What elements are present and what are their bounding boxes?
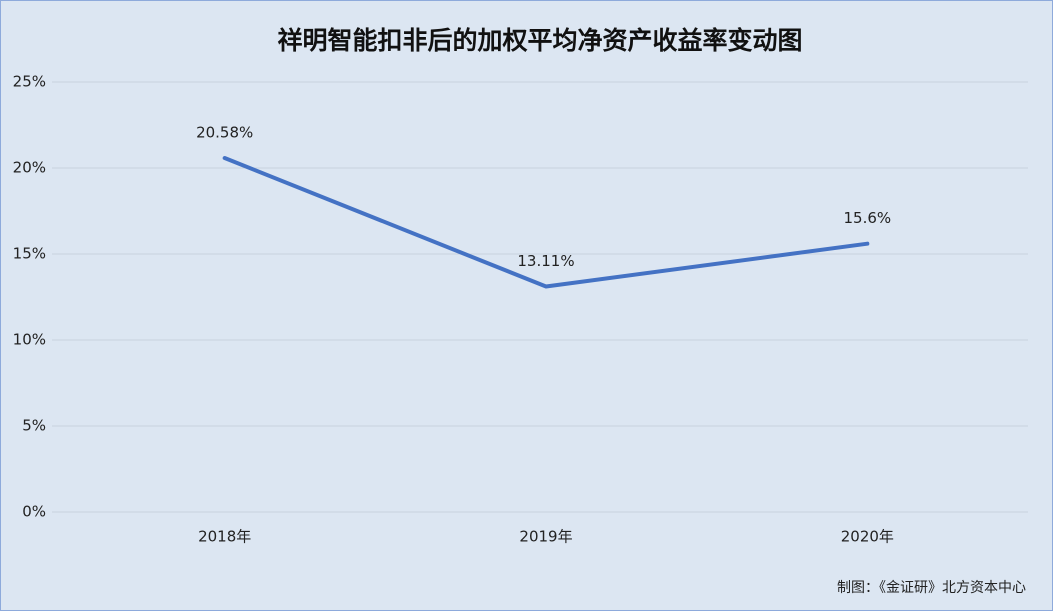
x-tick-label: 2018年 — [198, 528, 251, 546]
y-tick-label: 20% — [13, 159, 46, 177]
y-tick-label: 0% — [22, 503, 46, 521]
y-tick-label: 10% — [13, 331, 46, 349]
x-tick-label: 2019年 — [519, 528, 572, 546]
y-tick-label: 25% — [13, 73, 46, 91]
data-label: 20.58% — [196, 124, 253, 142]
data-label: 13.11% — [517, 252, 574, 270]
chart-title: 祥明智能扣非后的加权平均净资产收益率变动图 — [277, 26, 802, 55]
data-line — [222, 156, 870, 289]
source-note: 制图：《金证研》北方资本中心 — [837, 580, 1026, 596]
y-tick-label: 5% — [22, 417, 46, 435]
y-tick-label: 15% — [13, 245, 46, 263]
x-tick-label: 2020年 — [841, 528, 894, 546]
data-label: 15.6% — [844, 209, 892, 227]
